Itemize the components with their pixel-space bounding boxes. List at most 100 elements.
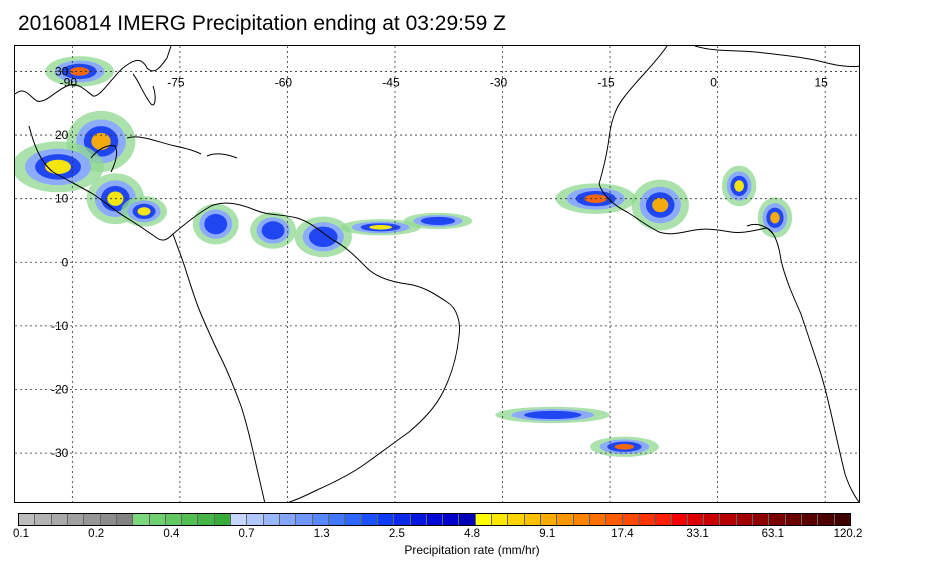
colorbar-swatch	[35, 514, 52, 525]
colorbar	[18, 513, 851, 526]
gridlines	[15, 46, 859, 502]
colorbar-tick-label: 17.4	[611, 528, 634, 540]
colorbar-swatch	[589, 514, 607, 525]
latitude-tick-label: 30	[55, 64, 69, 78]
colorbar-swatch	[165, 514, 183, 525]
colorbar-swatch	[19, 514, 36, 525]
colorbar-swatch	[834, 514, 850, 525]
colorbar-swatch	[51, 514, 68, 525]
latitude-tick-label: 20	[55, 128, 69, 142]
coastline-cuba	[126, 136, 202, 155]
precipitation-cell	[137, 207, 151, 216]
colorbar-swatch	[280, 514, 297, 525]
colorbar-swatch	[720, 514, 737, 525]
colorbar-swatch	[247, 514, 264, 525]
colorbar-tick-label: 0.4	[163, 528, 180, 540]
colorbar-tick-label: 120.2	[833, 528, 863, 540]
colorbar-swatch	[573, 514, 590, 525]
map-frame: -90 -75 -60 -45 -30 -15 0 15 30 20 10 0 -10 -20 -30	[14, 45, 860, 503]
precipitation-layer	[15, 56, 793, 457]
precipitation-cell	[420, 216, 456, 226]
latitude-tick-label: 10	[55, 192, 69, 206]
colorbar-swatch	[394, 514, 411, 525]
coastlines	[15, 46, 859, 502]
colorbar-swatch	[541, 514, 558, 525]
precipitation-cell	[69, 67, 90, 76]
colorbar-tick-label: 2.5	[388, 528, 405, 540]
coastline-west-africa	[598, 46, 859, 502]
colorbar-swatch	[426, 514, 444, 525]
precipitation-map: -90 -75 -60 -45 -30 -15 0 15 30 20 10 0 -10 -20 -30	[15, 46, 859, 502]
precipitation-cell	[369, 225, 392, 230]
latitude-tick-label: 0	[62, 255, 69, 269]
precipitation-cell	[308, 226, 338, 248]
longitude-tick-label: -90	[60, 75, 78, 89]
colorbar-swatch	[361, 514, 378, 525]
coastline-mexico-central-america	[28, 125, 174, 241]
colorbar-swatch	[802, 514, 819, 525]
longitude-tick-label: -60	[275, 75, 293, 89]
colorbar-swatch	[410, 514, 427, 525]
colorbar-title: Precipitation rate (mm/hr)	[404, 543, 540, 557]
precipitation-cell	[261, 221, 285, 240]
colorbar-swatch	[459, 514, 476, 525]
colorbar-swatch	[671, 514, 688, 525]
colorbar-swatch	[492, 514, 509, 525]
precipitation-cell	[734, 180, 744, 192]
coastline-florida	[132, 73, 156, 106]
coastline-gulf-of-guinea	[746, 223, 774, 235]
colorbar-swatch	[638, 514, 656, 525]
precipitation-cell	[524, 410, 582, 420]
coastline-hispaniola	[206, 153, 238, 159]
precipitation-cell	[652, 197, 669, 213]
longitude-tick-label: 15	[814, 75, 828, 89]
colorbar-swatch	[785, 514, 802, 525]
colorbar-swatch	[655, 514, 672, 525]
precipitation-cell	[45, 159, 71, 175]
colorbar-swatch	[133, 514, 150, 525]
colorbar-tick-labels: 0.1 0.2 0.4 0.7 1.3 2.5 4.8 9.1 17.4 33.1 63.1 120.…	[0, 528, 944, 544]
longitude-tick-label: -30	[490, 75, 508, 89]
latitude-tick-label: -30	[51, 446, 69, 460]
colorbar-tick-label: 0.1	[13, 528, 29, 540]
colorbar-swatch	[214, 514, 232, 525]
coastline-south-america	[172, 202, 460, 502]
colorbar-swatch	[84, 514, 101, 525]
colorbar-swatch	[263, 514, 280, 525]
colorbar-swatch	[606, 514, 623, 525]
colorbar-swatch	[231, 514, 248, 525]
colorbar-swatch	[769, 514, 786, 525]
colorbar-tick-label: 0.2	[88, 528, 105, 540]
colorbar-tick-label: 63.1	[761, 528, 785, 540]
colorbar-tick-label: 0.7	[238, 528, 255, 540]
colorbar-swatch	[736, 514, 754, 525]
precipitation-cell	[204, 213, 228, 235]
colorbar-swatch	[198, 514, 215, 525]
colorbar-swatch	[508, 514, 525, 525]
colorbar-swatch	[818, 514, 835, 525]
latitude-tick-label: -10	[51, 319, 69, 333]
latitude-tick-label: -20	[51, 383, 69, 397]
colorbar-swatch	[622, 514, 639, 525]
colorbar-swatch	[67, 514, 85, 525]
colorbar-swatch	[296, 514, 313, 525]
colorbar-swatch	[116, 514, 134, 525]
longitude-tick-label: -15	[597, 75, 615, 89]
colorbar-tick-label: 4.8	[464, 528, 481, 540]
colorbar-swatch	[443, 514, 460, 525]
axis-tick-labels: -90 -75 -60 -45 -30 -15 0 15 30 20 10 0 -10 -20 -30	[51, 64, 828, 460]
longitude-tick-label: 0	[710, 75, 717, 89]
longitude-tick-label: -45	[382, 75, 400, 89]
colorbar-swatch	[475, 514, 493, 525]
coastline-north-america	[15, 46, 172, 102]
colorbar-swatch	[312, 514, 329, 525]
colorbar-swatch	[182, 514, 199, 525]
colorbar-swatch	[687, 514, 705, 525]
longitude-tick-label: -75	[167, 75, 185, 89]
precipitation-cell	[614, 443, 635, 450]
colorbar-swatch	[377, 514, 395, 525]
colorbar-swatch	[524, 514, 541, 525]
colorbar-swatch	[328, 514, 346, 525]
colorbar-swatch	[345, 514, 362, 525]
colorbar-swatch	[100, 514, 117, 525]
